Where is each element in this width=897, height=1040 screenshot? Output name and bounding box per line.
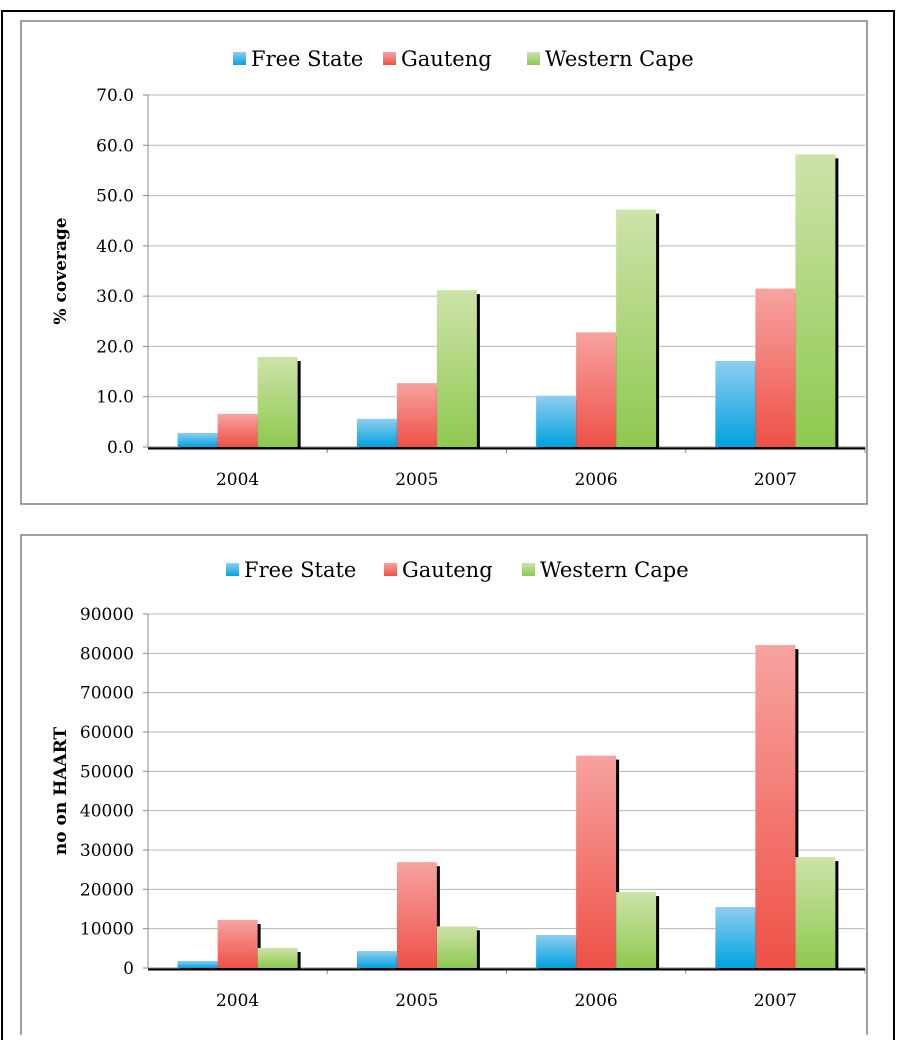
x-tick-label: 2007 [754, 991, 797, 1011]
y-tick-label: 60000 [80, 723, 134, 743]
bar-gauteng-2005 [396, 862, 437, 968]
bar-gauteng-2007 [755, 645, 796, 968]
bar-western-cape-2007 [795, 857, 836, 968]
y-tick-label: 0 [123, 959, 134, 979]
legend-swatch [226, 563, 239, 576]
bar-western-cape-2007 [795, 154, 836, 447]
bar-gauteng-2004 [217, 413, 258, 447]
legend-swatch [383, 52, 396, 65]
y-tick-label: 70.0 [96, 86, 134, 106]
bar-western-cape-2005 [436, 290, 477, 447]
bar-free-state-2005 [356, 951, 397, 968]
x-tick-label: 2005 [395, 470, 438, 490]
y-tick-label: 70000 [80, 684, 134, 704]
legend-label: Western Cape [540, 558, 689, 582]
bar-free-state-2006 [536, 395, 577, 447]
bar-western-cape-2006 [616, 892, 657, 968]
legend-swatch [384, 563, 397, 576]
y-tick-label: 60.0 [96, 136, 134, 156]
y-tick-label: 30.0 [96, 287, 134, 307]
legend-swatch [527, 52, 540, 65]
y-tick-label: 40.0 [96, 237, 134, 257]
y-axis-label: no on HAART [51, 727, 71, 856]
figure-frame [1, 10, 895, 1040]
bar-western-cape-2006 [616, 209, 657, 447]
bar-gauteng-2006 [576, 755, 617, 968]
legend-swatch [233, 52, 246, 65]
legend-label: Free State [244, 558, 356, 582]
y-tick-label: 10000 [80, 920, 134, 940]
bar-free-state-2007 [715, 907, 756, 968]
y-tick-label: 10.0 [96, 388, 134, 408]
y-tick-label: 0.0 [107, 438, 134, 458]
haart-chart: 0 10000 20000 30000 40000 50000 60000 70000 8000… [20, 534, 868, 1040]
y-tick-label: 20.0 [96, 337, 134, 357]
x-tick-label: 2005 [395, 991, 438, 1011]
bar-western-cape-2004 [257, 947, 298, 968]
legend-label: Gauteng [402, 558, 493, 582]
bar-gauteng-2006 [576, 332, 617, 447]
y-tick-label: 50.0 [96, 187, 134, 207]
legend-label: Free State [251, 47, 363, 71]
bar-western-cape-2005 [436, 926, 477, 968]
x-tick-label: 2007 [754, 470, 797, 490]
y-tick-label: 50000 [80, 762, 134, 782]
y-axis-label: % coverage [51, 217, 71, 324]
legend-swatch [522, 563, 535, 576]
bar-free-state-2005 [356, 418, 397, 447]
bar-free-state-2004 [177, 432, 218, 447]
legend-label: Western Cape [545, 47, 694, 71]
bar-free-state-2004 [177, 960, 218, 968]
coverage-chart: 0.0 10.0 20.0 30.0 40.0 50.0 60.0 70.0 % coverag… [20, 20, 868, 505]
x-tick-label: 2006 [574, 991, 617, 1011]
legend-label: Gauteng [401, 47, 492, 71]
y-tick-label: 40000 [80, 802, 134, 822]
bar-free-state-2006 [536, 934, 577, 968]
bar-western-cape-2004 [257, 356, 298, 447]
bar-gauteng-2005 [396, 383, 437, 447]
y-tick-label: 20000 [80, 880, 134, 900]
bar-gauteng-2007 [755, 288, 796, 447]
bar-gauteng-2004 [217, 920, 258, 968]
y-tick-label: 80000 [80, 644, 134, 664]
y-tick-label: 90000 [80, 605, 134, 625]
bar-free-state-2007 [715, 361, 756, 447]
x-tick-label: 2004 [216, 470, 259, 490]
x-tick-label: 2004 [216, 991, 259, 1011]
x-tick-label: 2006 [574, 470, 617, 490]
y-tick-label: 30000 [80, 841, 134, 861]
